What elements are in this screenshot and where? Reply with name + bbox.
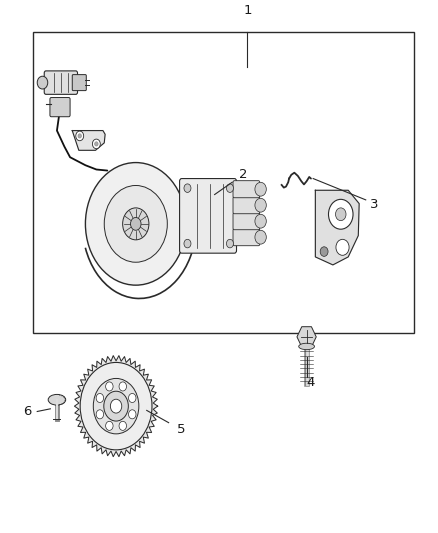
Text: 3: 3 (370, 198, 378, 211)
Circle shape (255, 182, 266, 196)
Circle shape (95, 142, 98, 146)
Circle shape (92, 139, 100, 149)
Bar (33, 32, 414, 333)
FancyBboxPatch shape (233, 229, 260, 246)
Circle shape (255, 230, 266, 244)
FancyBboxPatch shape (233, 181, 260, 198)
Circle shape (131, 217, 141, 230)
Polygon shape (315, 190, 359, 265)
Circle shape (37, 76, 48, 89)
FancyBboxPatch shape (44, 71, 78, 94)
Circle shape (226, 239, 233, 248)
Circle shape (119, 421, 127, 430)
Polygon shape (74, 356, 158, 457)
Circle shape (104, 391, 128, 421)
Circle shape (106, 421, 113, 430)
Circle shape (96, 410, 104, 419)
Circle shape (336, 208, 346, 221)
Circle shape (123, 208, 149, 240)
FancyBboxPatch shape (72, 75, 86, 91)
Circle shape (119, 382, 127, 391)
Circle shape (80, 362, 152, 450)
Polygon shape (72, 131, 105, 150)
Circle shape (93, 378, 139, 434)
Circle shape (104, 185, 167, 262)
Circle shape (255, 198, 266, 212)
Circle shape (128, 393, 136, 402)
Text: 6: 6 (23, 405, 32, 418)
FancyBboxPatch shape (233, 213, 260, 230)
Circle shape (328, 199, 353, 229)
Text: 4: 4 (307, 376, 315, 389)
Circle shape (106, 382, 113, 391)
Circle shape (184, 184, 191, 192)
Circle shape (226, 184, 233, 192)
Circle shape (255, 214, 266, 228)
FancyBboxPatch shape (50, 98, 70, 117)
FancyBboxPatch shape (180, 179, 237, 253)
Circle shape (76, 131, 84, 141)
Circle shape (336, 239, 349, 255)
Circle shape (96, 393, 104, 402)
Ellipse shape (48, 394, 66, 405)
Text: 2: 2 (239, 168, 247, 181)
Circle shape (128, 410, 136, 419)
Ellipse shape (299, 343, 314, 350)
Circle shape (320, 247, 328, 256)
Circle shape (184, 239, 191, 248)
Text: 1: 1 (243, 4, 252, 17)
Text: 5: 5 (177, 423, 186, 435)
FancyBboxPatch shape (233, 197, 260, 214)
Circle shape (78, 134, 81, 138)
Circle shape (110, 399, 122, 413)
Circle shape (85, 163, 186, 285)
